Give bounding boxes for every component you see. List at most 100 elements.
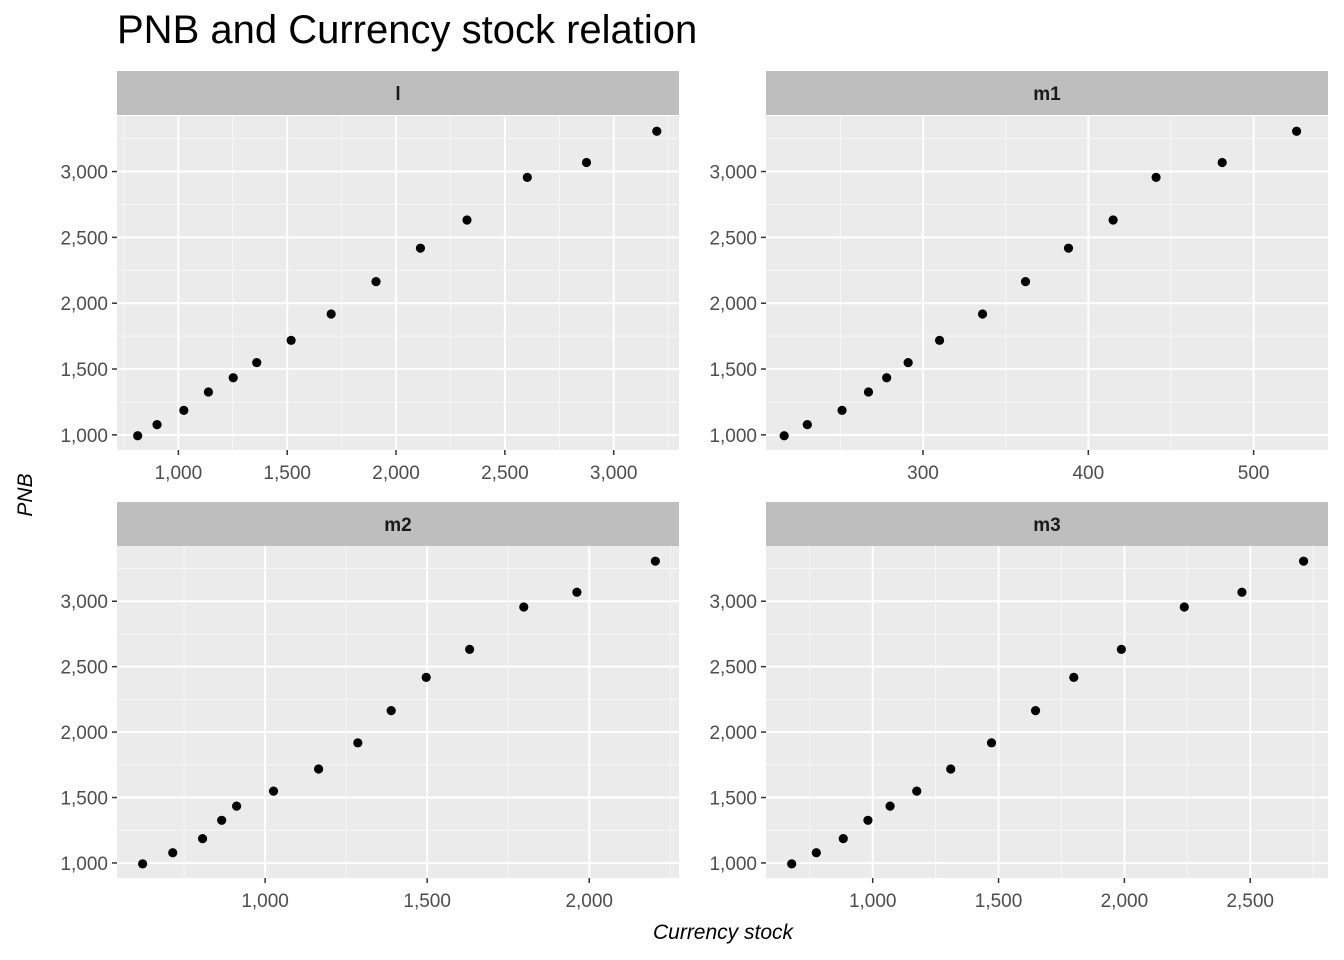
x-tick-label: 300	[907, 463, 939, 484]
y-tick-label: 1,500	[709, 789, 757, 810]
data-point	[811, 848, 821, 858]
data-point	[519, 602, 529, 612]
data-point	[863, 387, 874, 397]
facet-strip-m1	[766, 71, 1328, 115]
data-point	[522, 172, 532, 182]
x-tick-label: 1,500	[263, 463, 311, 484]
x-tick-label: 1,500	[403, 891, 451, 912]
data-point	[462, 215, 472, 225]
panel-background-m1	[766, 116, 1328, 450]
data-point	[885, 801, 895, 811]
facet-strip-label: m3	[1033, 515, 1060, 536]
data-point	[252, 357, 262, 368]
data-point	[652, 126, 662, 136]
x-tick-label: 1,000	[849, 891, 897, 912]
data-point	[415, 243, 426, 253]
data-point	[268, 786, 279, 796]
y-tick-label: 1,500	[60, 360, 108, 381]
y-tick-label: 1,500	[709, 360, 757, 381]
x-tick-label: 2,000	[1101, 891, 1149, 912]
x-tick-label: 1,500	[975, 891, 1023, 912]
data-point	[934, 335, 945, 345]
data-point	[1030, 706, 1041, 716]
data-point	[228, 373, 238, 383]
data-point	[802, 419, 812, 430]
x-tick-label: 400	[1072, 463, 1104, 484]
data-point	[386, 706, 396, 716]
data-point	[152, 419, 162, 430]
y-tick-label: 2,000	[60, 294, 108, 315]
data-point	[1179, 602, 1189, 612]
data-point	[138, 859, 148, 869]
x-tick-label: 500	[1238, 463, 1270, 484]
y-tick-label: 2,000	[709, 723, 757, 744]
data-point	[313, 764, 324, 774]
data-point	[197, 834, 208, 844]
data-point	[1020, 277, 1031, 287]
data-point	[837, 405, 847, 415]
data-point	[1069, 672, 1079, 682]
data-point	[286, 335, 296, 345]
x-tick-label: 2,500	[1226, 891, 1274, 912]
data-point	[217, 815, 227, 825]
panel-background-l	[117, 116, 679, 450]
facet-strip-m2	[117, 502, 679, 546]
chart-title: PNB and Currency stock relation	[117, 8, 698, 52]
x-tick-label: 2,000	[372, 463, 420, 484]
y-tick-label: 1,000	[709, 854, 757, 875]
data-point	[371, 277, 381, 287]
data-point	[1298, 556, 1309, 566]
data-point	[203, 387, 214, 397]
data-point	[882, 373, 892, 383]
data-point	[231, 801, 242, 811]
data-point	[168, 848, 178, 858]
data-point	[1108, 215, 1118, 225]
y-tick-label: 3,000	[60, 163, 108, 184]
data-point	[1217, 157, 1227, 168]
x-tick-label: 1,000	[241, 891, 289, 912]
data-point	[1116, 644, 1126, 654]
y-tick-label: 3,000	[60, 592, 108, 613]
data-point	[903, 357, 913, 368]
data-point	[179, 405, 189, 415]
data-point	[465, 644, 475, 654]
data-point	[787, 859, 797, 869]
y-tick-label: 2,500	[60, 228, 108, 249]
data-point	[421, 672, 431, 682]
data-point	[1291, 126, 1302, 136]
y-tick-label: 2,500	[709, 658, 757, 679]
data-point	[353, 738, 363, 748]
y-tick-label: 3,000	[709, 163, 757, 184]
x-tick-label: 1,000	[155, 463, 203, 484]
data-point	[133, 431, 143, 441]
x-tick-label: 3,000	[590, 463, 638, 484]
facet-strip-l	[117, 71, 679, 115]
data-point	[863, 815, 873, 825]
y-tick-label: 2,000	[709, 294, 757, 315]
data-point	[1063, 243, 1074, 253]
data-point	[977, 309, 988, 319]
y-axis-label: PNB	[14, 473, 37, 517]
facet-strip-m3	[766, 502, 1328, 546]
data-point	[326, 309, 336, 319]
data-point	[912, 786, 922, 796]
data-point	[581, 157, 592, 168]
data-point	[572, 587, 582, 597]
y-tick-label: 2,000	[60, 723, 108, 744]
y-tick-label: 1,500	[60, 789, 108, 810]
y-tick-label: 1,000	[60, 426, 108, 447]
data-point	[1237, 587, 1247, 597]
y-tick-label: 2,500	[709, 228, 757, 249]
y-tick-label: 1,000	[709, 426, 757, 447]
facet-strip-label: m1	[1033, 84, 1061, 105]
x-tick-label: 2,000	[565, 891, 613, 912]
x-tick-label: 2,500	[481, 463, 529, 484]
panel-background-m2	[117, 546, 679, 878]
y-tick-label: 3,000	[709, 592, 757, 613]
data-point	[779, 431, 789, 441]
data-point	[986, 738, 997, 748]
data-point	[946, 764, 956, 774]
data-point	[650, 556, 660, 566]
